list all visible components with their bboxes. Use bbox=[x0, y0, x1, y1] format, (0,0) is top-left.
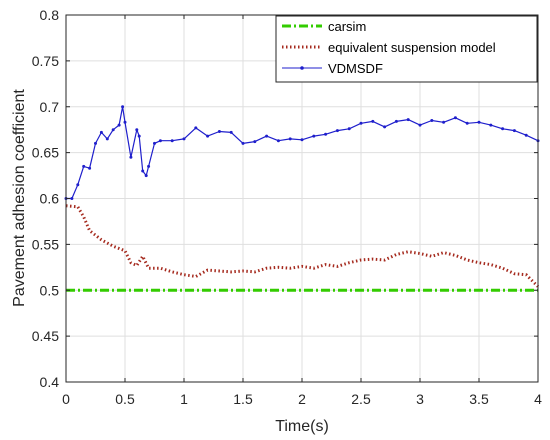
data-point-vdmsdf bbox=[229, 130, 233, 134]
data-point-vdmsdf bbox=[253, 140, 257, 144]
y-tick-label: 0.5 bbox=[40, 282, 60, 298]
data-point-vdmsdf bbox=[477, 120, 481, 124]
data-point-vdmsdf bbox=[489, 123, 493, 127]
data-point-vdmsdf bbox=[359, 121, 363, 125]
series-line-vdmsdf bbox=[66, 106, 539, 200]
y-tick-label: 0.45 bbox=[32, 328, 59, 344]
data-point-vdmsdf bbox=[335, 129, 339, 133]
data-point-vdmsdf bbox=[135, 128, 139, 132]
y-axis-label: Pavement adhesion coefficient bbox=[11, 89, 28, 307]
y-tick-label: 0.8 bbox=[40, 7, 60, 23]
data-point-vdmsdf bbox=[394, 119, 398, 123]
data-point-vdmsdf bbox=[465, 121, 469, 125]
data-point-vdmsdf bbox=[99, 130, 103, 134]
x-tick-label: 2.5 bbox=[351, 391, 371, 407]
data-point-vdmsdf bbox=[76, 183, 80, 187]
x-tick-label: 3.5 bbox=[469, 391, 489, 407]
data-point-vdmsdf bbox=[117, 123, 121, 127]
x-tick-label: 0 bbox=[62, 391, 70, 407]
data-point-vdmsdf bbox=[82, 164, 86, 168]
legend-label-vdmsdf: VDMSDF bbox=[328, 61, 383, 76]
data-point-vdmsdf bbox=[241, 141, 245, 145]
data-point-vdmsdf bbox=[129, 155, 133, 159]
legend-label-equivalent-suspension-model: equivalent suspension model bbox=[328, 40, 496, 55]
data-point-vdmsdf bbox=[512, 129, 516, 133]
data-point-vdmsdf bbox=[88, 166, 92, 170]
y-tick-label: 0.75 bbox=[32, 53, 59, 69]
y-tick-label: 0.7 bbox=[40, 99, 60, 115]
x-axis-label: Time(s) bbox=[275, 418, 329, 435]
data-point-vdmsdf bbox=[453, 116, 457, 120]
data-point-vdmsdf bbox=[418, 123, 422, 127]
data-point-vdmsdf bbox=[371, 119, 375, 123]
data-point-vdmsdf bbox=[206, 134, 210, 138]
data-point-vdmsdf bbox=[121, 105, 125, 109]
y-tick-label: 0.65 bbox=[32, 145, 59, 161]
x-tick-label: 1 bbox=[180, 391, 188, 407]
data-point-vdmsdf bbox=[347, 127, 351, 131]
legend-label-carsim: carsim bbox=[328, 19, 366, 34]
data-point-vdmsdf bbox=[312, 134, 316, 138]
data-point-vdmsdf bbox=[144, 174, 148, 178]
data-point-vdmsdf bbox=[524, 133, 528, 137]
x-tick-label: 3 bbox=[416, 391, 424, 407]
data-point-vdmsdf bbox=[265, 134, 269, 138]
ticks: 0 0.5 1 1.5 2 2.5 3 3.5 4 0.4 0.45 0.5 0.55 0.6 0.65 0.… bbox=[32, 7, 542, 407]
data-point-vdmsdf bbox=[406, 118, 410, 122]
data-point-vdmsdf bbox=[194, 126, 198, 130]
data-point-vdmsdf bbox=[288, 137, 292, 141]
data-point-vdmsdf bbox=[141, 169, 145, 173]
data-point-vdmsdf bbox=[94, 141, 97, 145]
x-tick-label: 1.5 bbox=[233, 391, 253, 407]
y-tick-label: 0.6 bbox=[40, 191, 60, 207]
data-point-vdmsdf bbox=[70, 197, 74, 200]
x-tick-label: 4 bbox=[534, 391, 542, 407]
data-point-vdmsdf bbox=[182, 137, 186, 141]
data-point-vdmsdf bbox=[170, 139, 174, 143]
legend: carsim equivalent suspension model VDMSD… bbox=[275, 15, 538, 83]
data-point-vdmsdf bbox=[158, 139, 162, 143]
y-tick-label: 0.55 bbox=[32, 236, 59, 252]
series-line-equivalent-suspension-model bbox=[65, 204, 540, 288]
data-point-vdmsdf bbox=[153, 141, 156, 145]
legend-marker-vdmsdf bbox=[300, 66, 304, 70]
data-point-vdmsdf bbox=[442, 120, 446, 124]
x-tick-label: 0.5 bbox=[115, 391, 135, 407]
data-point-vdmsdf bbox=[324, 132, 328, 136]
data-point-vdmsdf bbox=[147, 164, 151, 168]
x-tick-label: 2 bbox=[298, 391, 306, 407]
data-point-vdmsdf bbox=[276, 139, 280, 143]
data-point-vdmsdf bbox=[105, 137, 109, 141]
data-point-vdmsdf bbox=[137, 134, 141, 138]
data-point-vdmsdf bbox=[430, 119, 434, 122]
data-point-vdmsdf bbox=[501, 127, 505, 131]
data-point-vdmsdf bbox=[300, 138, 304, 142]
data-point-vdmsdf bbox=[383, 125, 387, 129]
data-point-vdmsdf bbox=[111, 128, 115, 132]
data-point-vdmsdf bbox=[123, 120, 127, 124]
data-point-vdmsdf bbox=[217, 130, 221, 133]
y-tick-label: 0.4 bbox=[40, 374, 60, 390]
